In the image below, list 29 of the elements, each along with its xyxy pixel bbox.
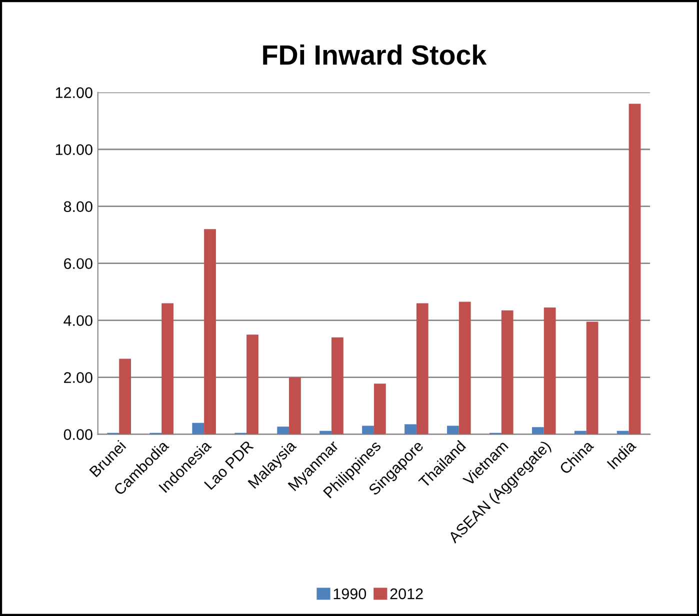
bar: [204, 229, 216, 434]
bar: [416, 303, 428, 434]
bar: [458, 302, 471, 434]
chart-title: FDi Inward Stock: [263, 44, 487, 65]
bar: [246, 334, 258, 434]
bar: [362, 426, 374, 434]
y-tick-label: 6.00: [64, 258, 92, 270]
bar: [501, 310, 514, 434]
y-tick-label: 0.00: [64, 429, 92, 440]
bar: [586, 322, 598, 434]
bar: [289, 377, 301, 434]
bar: [374, 384, 386, 434]
bar: [404, 424, 416, 434]
legend-label: 1990: [334, 588, 366, 600]
bar: [162, 303, 174, 434]
bar: [277, 426, 290, 434]
bar: [628, 104, 641, 434]
bar: [119, 358, 131, 434]
y-tick-label: 4.00: [64, 315, 92, 326]
bar: [331, 337, 344, 434]
bar: [192, 422, 204, 434]
y-tick-label: 12.00: [56, 87, 92, 98]
bar: [447, 426, 459, 434]
y-tick-label: 2.00: [64, 372, 92, 383]
bar: [532, 427, 544, 434]
y-tick-label: 10.00: [56, 144, 92, 156]
bar: [544, 308, 556, 434]
y-tick-label: 8.00: [64, 201, 92, 212]
legend-label: 2012: [390, 588, 423, 600]
